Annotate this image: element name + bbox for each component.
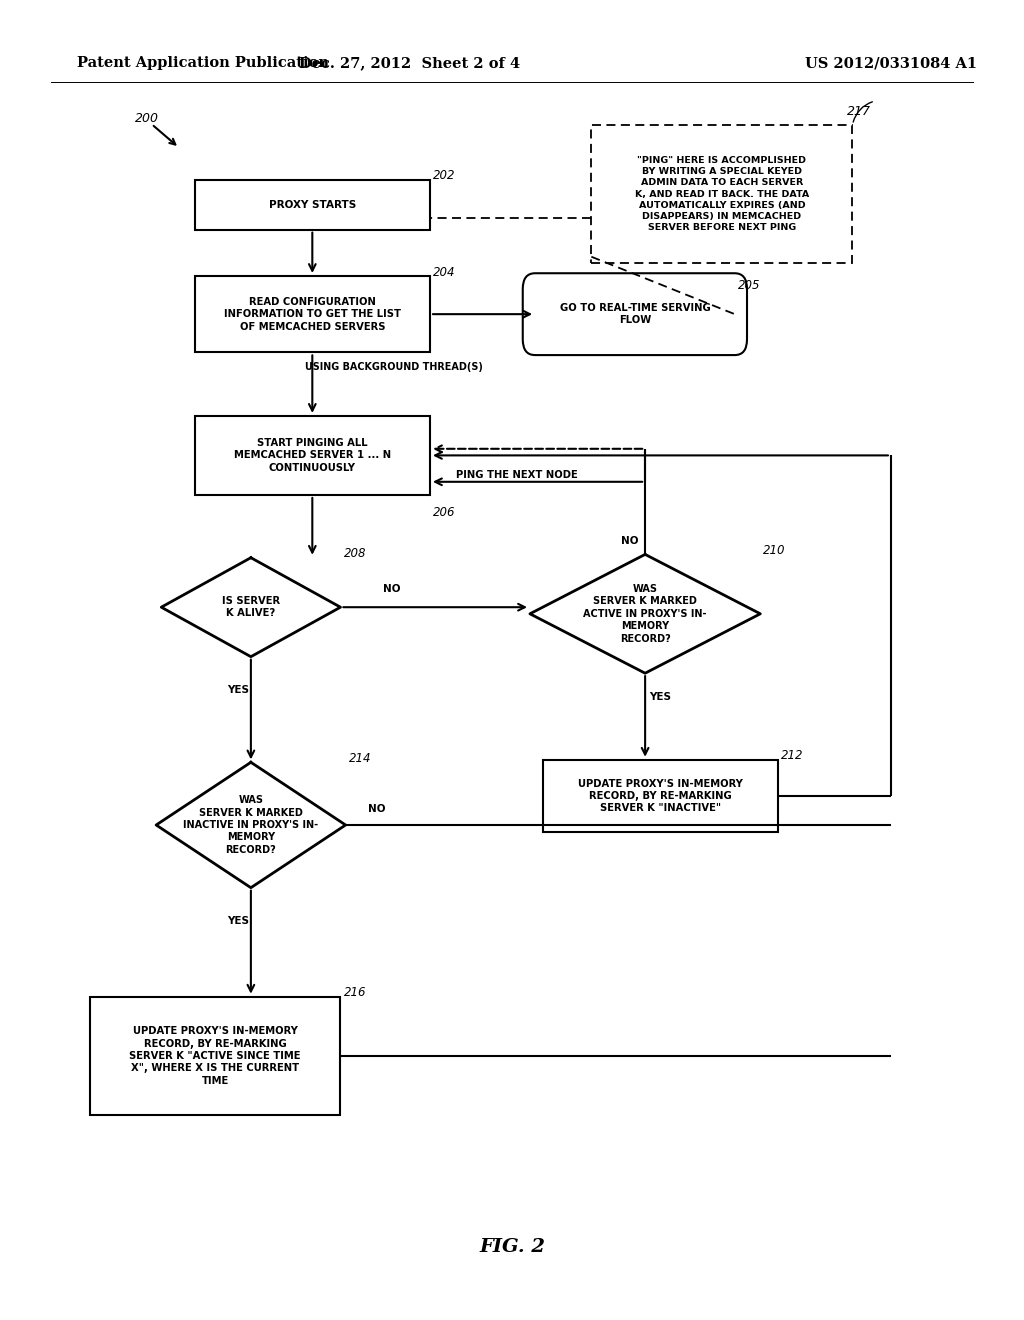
Text: 214: 214 xyxy=(348,752,371,766)
Text: PROXY STARTS: PROXY STARTS xyxy=(268,199,356,210)
Text: YES: YES xyxy=(227,916,250,925)
Text: READ CONFIGURATION
INFORMATION TO GET THE LIST
OF MEMCACHED SERVERS: READ CONFIGURATION INFORMATION TO GET TH… xyxy=(224,297,400,331)
Bar xyxy=(195,180,430,230)
Text: "PING" HERE IS ACCOMPLISHED
BY WRITING A SPECIAL KEYED
ADMIN DATA TO EACH SERVER: "PING" HERE IS ACCOMPLISHED BY WRITING A… xyxy=(635,156,809,232)
Text: GO TO REAL-TIME SERVING
FLOW: GO TO REAL-TIME SERVING FLOW xyxy=(559,304,711,325)
Polygon shape xyxy=(530,554,760,673)
Text: 208: 208 xyxy=(344,548,366,560)
Text: START PINGING ALL
MEMCACHED SERVER 1 ... N
CONTINUOUSLY: START PINGING ALL MEMCACHED SERVER 1 ...… xyxy=(233,438,391,473)
Text: 217: 217 xyxy=(848,106,871,119)
FancyBboxPatch shape xyxy=(522,273,746,355)
Text: YES: YES xyxy=(227,685,250,694)
Text: YES: YES xyxy=(649,692,672,702)
Text: PING THE NEXT NODE: PING THE NEXT NODE xyxy=(457,470,578,480)
Text: NO: NO xyxy=(383,583,400,594)
Bar xyxy=(591,125,852,263)
Text: FIG. 2: FIG. 2 xyxy=(479,1238,545,1257)
Text: 200: 200 xyxy=(135,112,159,125)
Text: Patent Application Publication: Patent Application Publication xyxy=(77,57,329,70)
Text: 212: 212 xyxy=(781,750,804,762)
Text: WAS
SERVER K MARKED
INACTIVE IN PROXY'S IN-
MEMORY
RECORD?: WAS SERVER K MARKED INACTIVE IN PROXY'S … xyxy=(183,795,318,855)
Text: 205: 205 xyxy=(737,279,760,292)
Polygon shape xyxy=(162,557,340,656)
Text: UPDATE PROXY'S IN-MEMORY
RECORD, BY RE-MARKING
SERVER K "INACTIVE": UPDATE PROXY'S IN-MEMORY RECORD, BY RE-M… xyxy=(578,779,743,813)
Text: 202: 202 xyxy=(433,169,456,182)
Text: 210: 210 xyxy=(764,544,785,557)
Text: NO: NO xyxy=(368,804,385,814)
Text: IS SERVER
K ALIVE?: IS SERVER K ALIVE? xyxy=(222,597,280,618)
Text: 216: 216 xyxy=(344,986,366,999)
Bar xyxy=(195,416,430,495)
Text: USING BACKGROUND THREAD(S): USING BACKGROUND THREAD(S) xyxy=(305,362,483,372)
Bar xyxy=(195,276,430,352)
Text: 204: 204 xyxy=(433,265,456,279)
Text: UPDATE PROXY'S IN-MEMORY
RECORD, BY RE-MARKING
SERVER K "ACTIVE SINCE TIME
X", W: UPDATE PROXY'S IN-MEMORY RECORD, BY RE-M… xyxy=(129,1026,301,1086)
Text: Dec. 27, 2012  Sheet 2 of 4: Dec. 27, 2012 Sheet 2 of 4 xyxy=(299,57,520,70)
Text: 206: 206 xyxy=(433,506,456,519)
Bar xyxy=(90,997,340,1115)
Text: WAS
SERVER K MARKED
ACTIVE IN PROXY'S IN-
MEMORY
RECORD?: WAS SERVER K MARKED ACTIVE IN PROXY'S IN… xyxy=(584,583,707,644)
Text: US 2012/0331084 A1: US 2012/0331084 A1 xyxy=(805,57,977,70)
Text: NO: NO xyxy=(621,536,639,546)
Bar xyxy=(543,759,778,833)
Polygon shape xyxy=(156,763,346,887)
